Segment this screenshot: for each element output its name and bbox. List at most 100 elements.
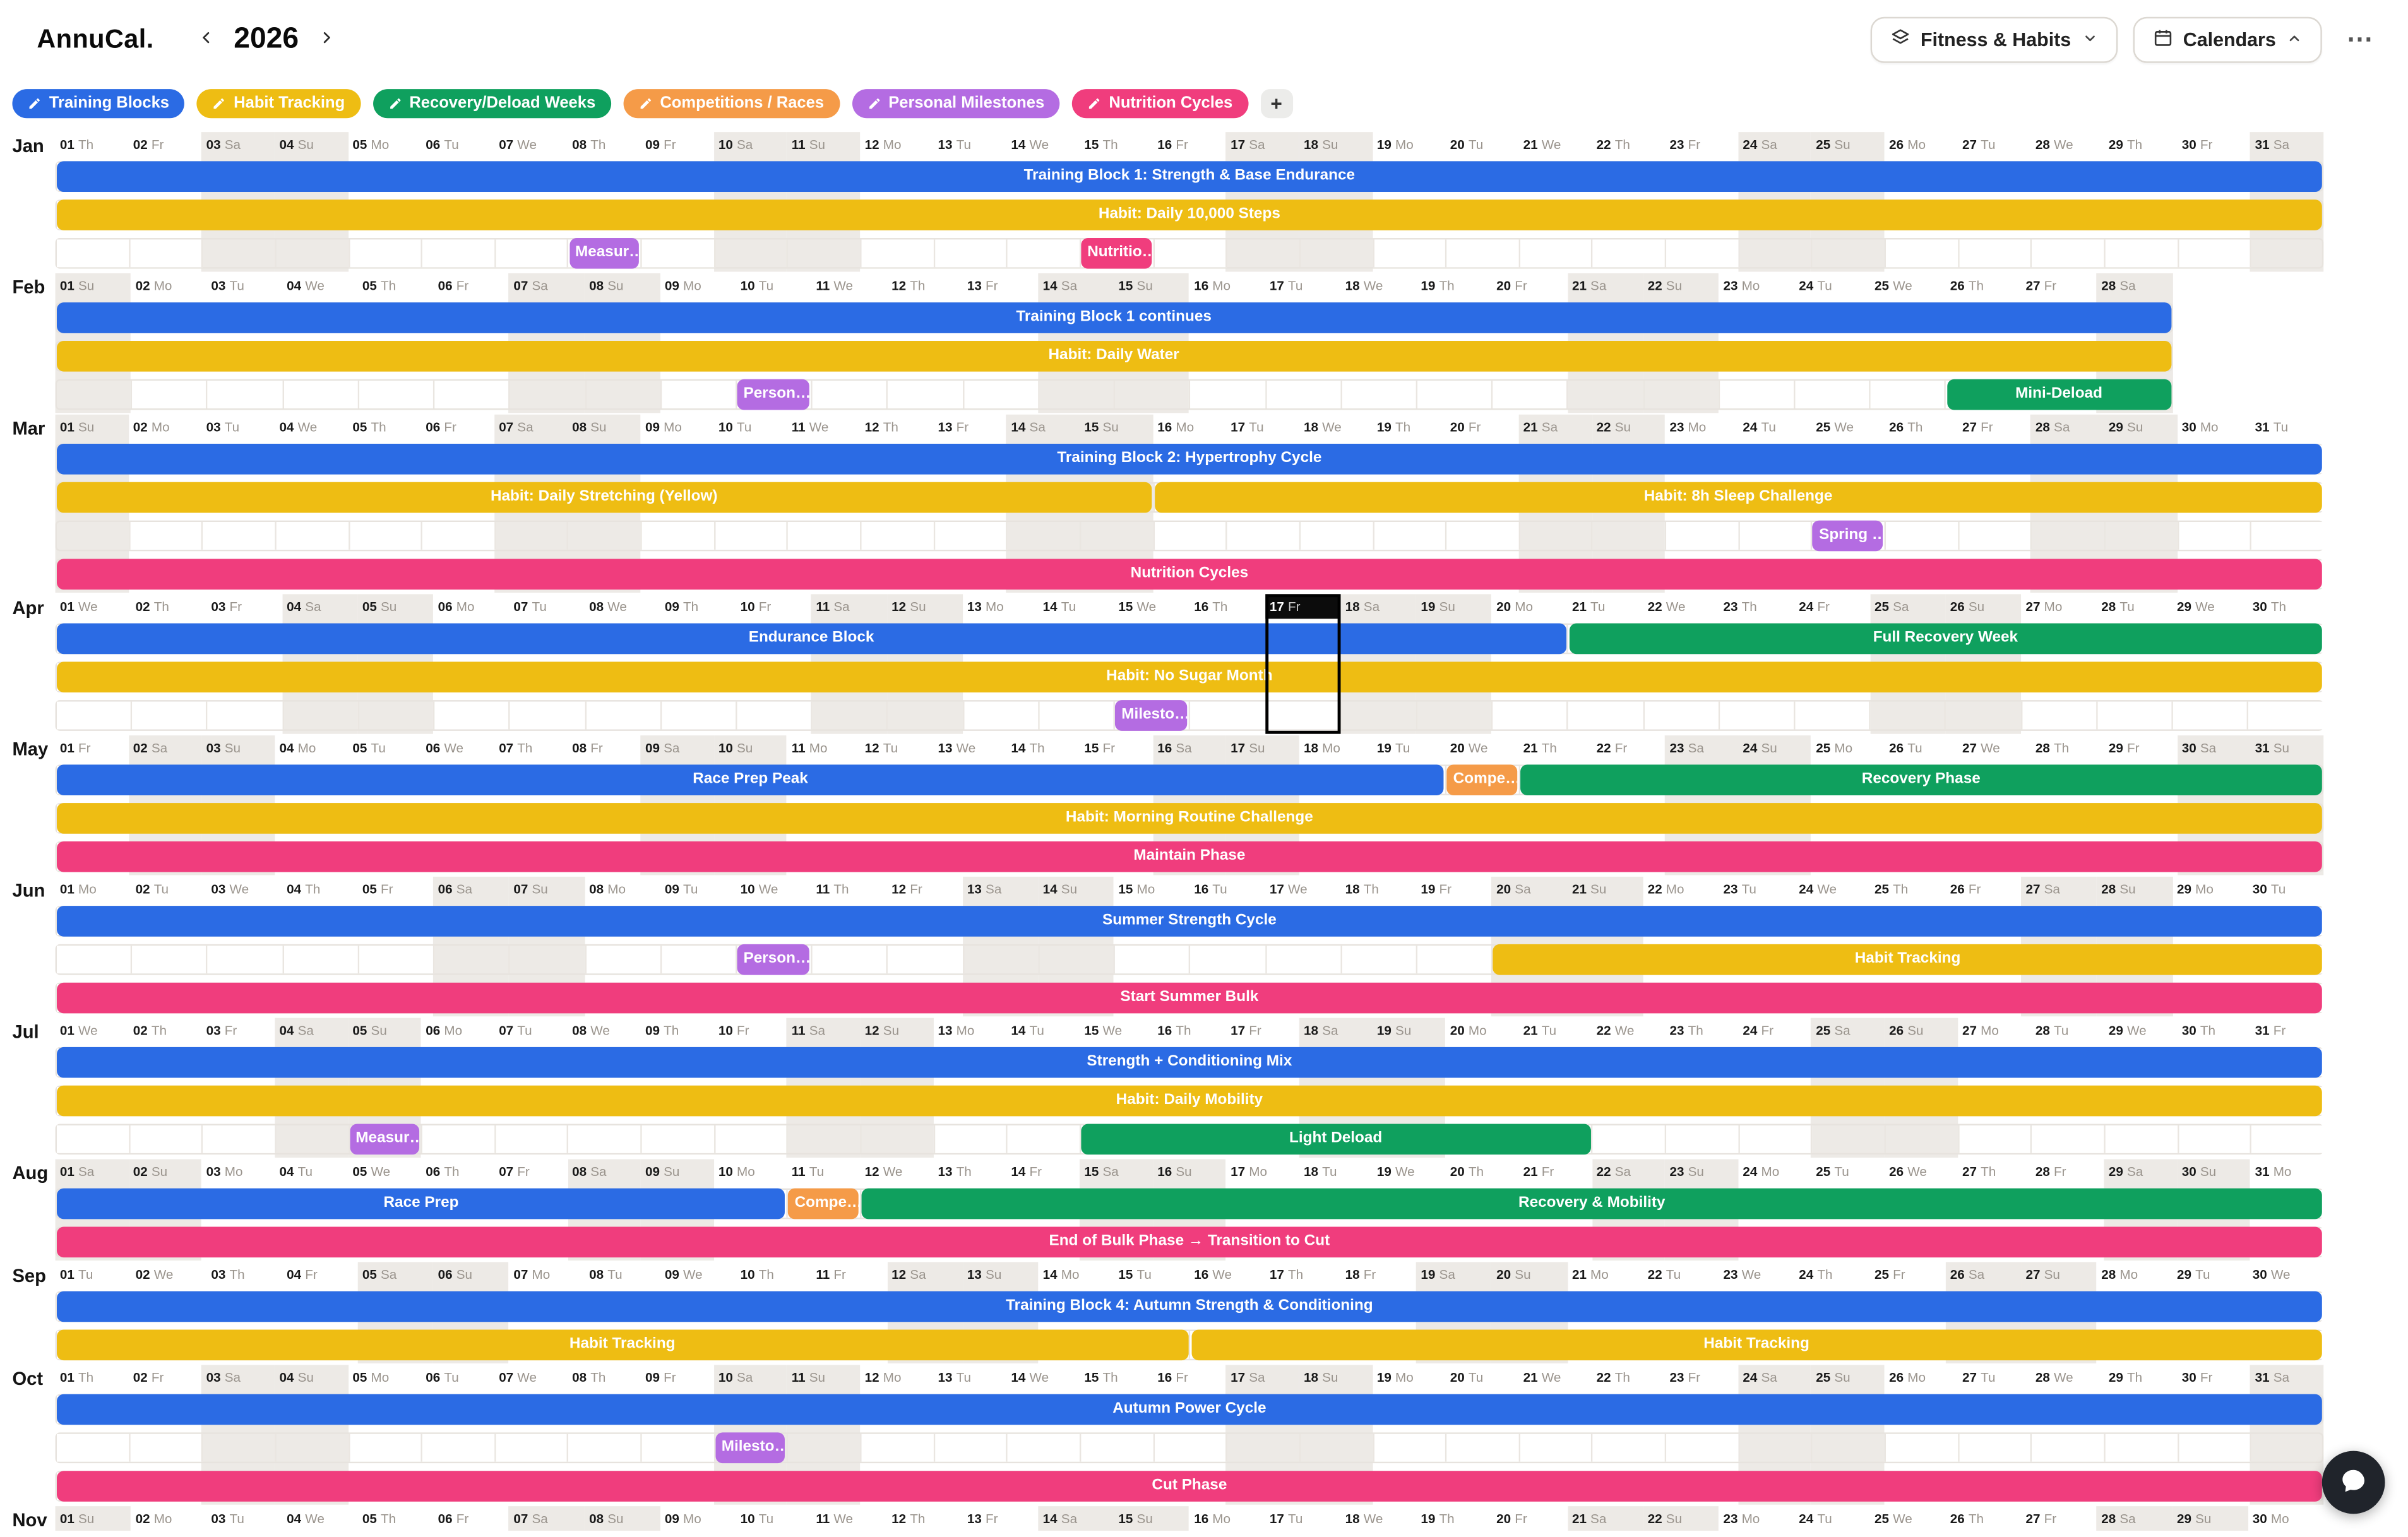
day-cell[interactable] xyxy=(789,239,862,267)
day-header-cell[interactable]: 20 Th xyxy=(1450,1163,1484,1180)
day-header-cell[interactable]: 22 Su xyxy=(1596,419,1631,435)
day-header-cell[interactable]: 05 We xyxy=(352,1163,391,1180)
day-header-cell[interactable]: 27 Fr xyxy=(2025,278,2057,294)
legend-chip-competition[interactable]: Competitions / Races xyxy=(623,88,840,118)
day-cell[interactable] xyxy=(642,521,715,549)
day-header-cell[interactable]: 27 Fr xyxy=(2025,1510,2057,1526)
day-header-cell[interactable]: 20 Fr xyxy=(1496,278,1527,294)
day-header-cell[interactable]: 17 Fr xyxy=(1231,1022,1261,1038)
event-bar-competition[interactable]: Compe… xyxy=(1446,764,1517,795)
day-header-cell[interactable]: 30 Tu xyxy=(2252,881,2286,897)
day-header-cell[interactable]: 13 Fr xyxy=(967,1510,998,1526)
day-cell[interactable] xyxy=(586,945,662,973)
day-cell[interactable] xyxy=(56,1124,130,1153)
day-cell[interactable] xyxy=(1417,701,1493,729)
day-cell[interactable] xyxy=(283,701,359,729)
day-header-cell[interactable]: 27 Mo xyxy=(1962,1022,1999,1038)
day-header-cell[interactable]: 24 Mo xyxy=(1743,1163,1780,1180)
day-cell[interactable] xyxy=(422,1124,496,1153)
day-cell[interactable] xyxy=(1417,380,1493,408)
day-cell[interactable] xyxy=(1886,239,1959,267)
day-header-cell[interactable]: 23 Th xyxy=(1723,598,1757,614)
day-header-cell[interactable]: 28 Su xyxy=(2101,881,2136,897)
day-header-cell[interactable]: 29 Th xyxy=(2108,1369,2143,1386)
day-header-cell[interactable]: 09 Fr xyxy=(645,136,676,152)
day-header-cell[interactable]: 22 Su xyxy=(1647,1510,1683,1526)
day-cell[interactable] xyxy=(2032,1433,2106,1461)
day-cell[interactable] xyxy=(277,1124,350,1153)
event-bar-nutrition[interactable]: Nutritio… xyxy=(1081,237,1152,268)
day-header-cell[interactable]: 10 Mo xyxy=(718,1163,755,1180)
day-cell[interactable] xyxy=(888,380,964,408)
day-header-cell[interactable]: 08 Su xyxy=(572,419,607,435)
day-header-cell[interactable]: 05 Sa xyxy=(362,1266,397,1283)
day-header-cell[interactable]: 26 Mo xyxy=(1889,1369,1926,1386)
event-bar-habit[interactable]: Habit: Daily Stretching (Yellow) xyxy=(56,481,1152,513)
day-cell[interactable] xyxy=(1813,239,1886,267)
day-cell[interactable] xyxy=(422,521,496,549)
event-bar-training[interactable]: Training Block 1 continues xyxy=(56,301,2171,333)
day-cell[interactable] xyxy=(349,239,423,267)
day-header-cell[interactable]: 06 Mo xyxy=(438,598,475,614)
day-header-cell[interactable]: 24 Sa xyxy=(1743,136,1777,152)
event-bar-training[interactable]: Strength + Conditioning Mix xyxy=(56,1046,2322,1077)
day-header-cell[interactable]: 08 We xyxy=(572,1022,610,1038)
day-header-cell[interactable]: 07 We xyxy=(499,1369,537,1386)
day-header-cell[interactable]: 17 Mo xyxy=(1231,1163,1267,1180)
day-cell[interactable] xyxy=(715,521,789,549)
day-cell[interactable] xyxy=(1008,521,1082,549)
day-cell[interactable] xyxy=(1081,521,1155,549)
day-header-cell[interactable]: 06 Tu xyxy=(426,1369,459,1386)
day-header-cell[interactable]: 14 Mo xyxy=(1042,1266,1080,1283)
day-header-cell[interactable]: 10 Th xyxy=(740,1266,774,1283)
day-cell[interactable] xyxy=(1154,239,1228,267)
day-header-cell[interactable]: 10 Fr xyxy=(740,598,772,614)
day-header-cell[interactable]: 06 Fr xyxy=(438,278,469,294)
day-cell[interactable] xyxy=(2106,521,2179,549)
day-cell[interactable] xyxy=(1644,701,1720,729)
day-header-cell[interactable]: 11 Su xyxy=(791,136,826,152)
day-header-cell[interactable]: 19 Th xyxy=(1421,278,1455,294)
day-header-cell[interactable]: 21 Sa xyxy=(1571,1510,1607,1526)
day-cell[interactable] xyxy=(208,380,284,408)
day-header-cell[interactable]: 28 Tu xyxy=(2101,598,2135,614)
day-cell[interactable] xyxy=(934,521,1008,549)
event-bar-competition[interactable]: Compe… xyxy=(788,1187,859,1219)
day-header-cell[interactable]: 02 Th xyxy=(135,598,169,614)
day-cell[interactable] xyxy=(1039,701,1116,729)
day-header-cell[interactable]: 29 We xyxy=(2177,598,2215,614)
day-cell[interactable] xyxy=(129,239,203,267)
day-cell[interactable] xyxy=(1039,380,1116,408)
day-header-cell[interactable]: 09 Fr xyxy=(645,1369,676,1386)
day-cell[interactable] xyxy=(2251,1124,2325,1153)
day-header-cell[interactable]: 29 Su xyxy=(2177,1510,2212,1526)
day-header-cell[interactable]: 03 Sa xyxy=(206,1369,241,1386)
day-header-cell[interactable]: 01 We xyxy=(59,1022,98,1038)
day-header-cell[interactable]: 12 Th xyxy=(891,278,926,294)
day-cell[interactable] xyxy=(1739,521,1813,549)
day-header-cell[interactable]: 20 Mo xyxy=(1496,598,1534,614)
day-header-cell[interactable]: 15 Fr xyxy=(1084,740,1115,756)
day-header-cell[interactable]: 11 Sa xyxy=(816,598,850,614)
day-cell[interactable] xyxy=(569,521,643,549)
day-header-cell[interactable]: 07 Sa xyxy=(499,419,533,435)
day-header-cell[interactable]: 12 Su xyxy=(864,1022,900,1038)
day-header-cell[interactable]: 04 We xyxy=(287,278,325,294)
day-cell[interactable] xyxy=(129,1433,203,1461)
day-header-cell[interactable]: 15 Th xyxy=(1084,1369,1118,1386)
day-header-cell[interactable]: 08 Sa xyxy=(572,1163,607,1180)
day-cell[interactable] xyxy=(349,1433,423,1461)
day-header-cell[interactable]: 24 Tu xyxy=(1799,1510,1832,1526)
day-header-cell[interactable]: 02 Su xyxy=(133,1163,168,1180)
day-header-cell[interactable]: 02 Mo xyxy=(135,1510,172,1526)
day-header-cell[interactable]: 01 Sa xyxy=(59,1163,95,1180)
day-header-cell[interactable]: 21 Tu xyxy=(1523,1022,1557,1038)
day-header-cell[interactable]: 27 Tu xyxy=(1962,1369,1996,1386)
day-cell[interactable] xyxy=(1008,239,1082,267)
day-header-cell[interactable]: 27 Th xyxy=(1962,1163,1996,1180)
day-cell[interactable] xyxy=(435,945,511,973)
event-bar-milestone[interactable]: Milesto… xyxy=(715,1432,786,1463)
day-header-cell[interactable]: 17 Tu xyxy=(1269,278,1303,294)
day-cell[interactable] xyxy=(510,701,587,729)
day-header-cell[interactable]: 09 Th xyxy=(645,1022,679,1038)
